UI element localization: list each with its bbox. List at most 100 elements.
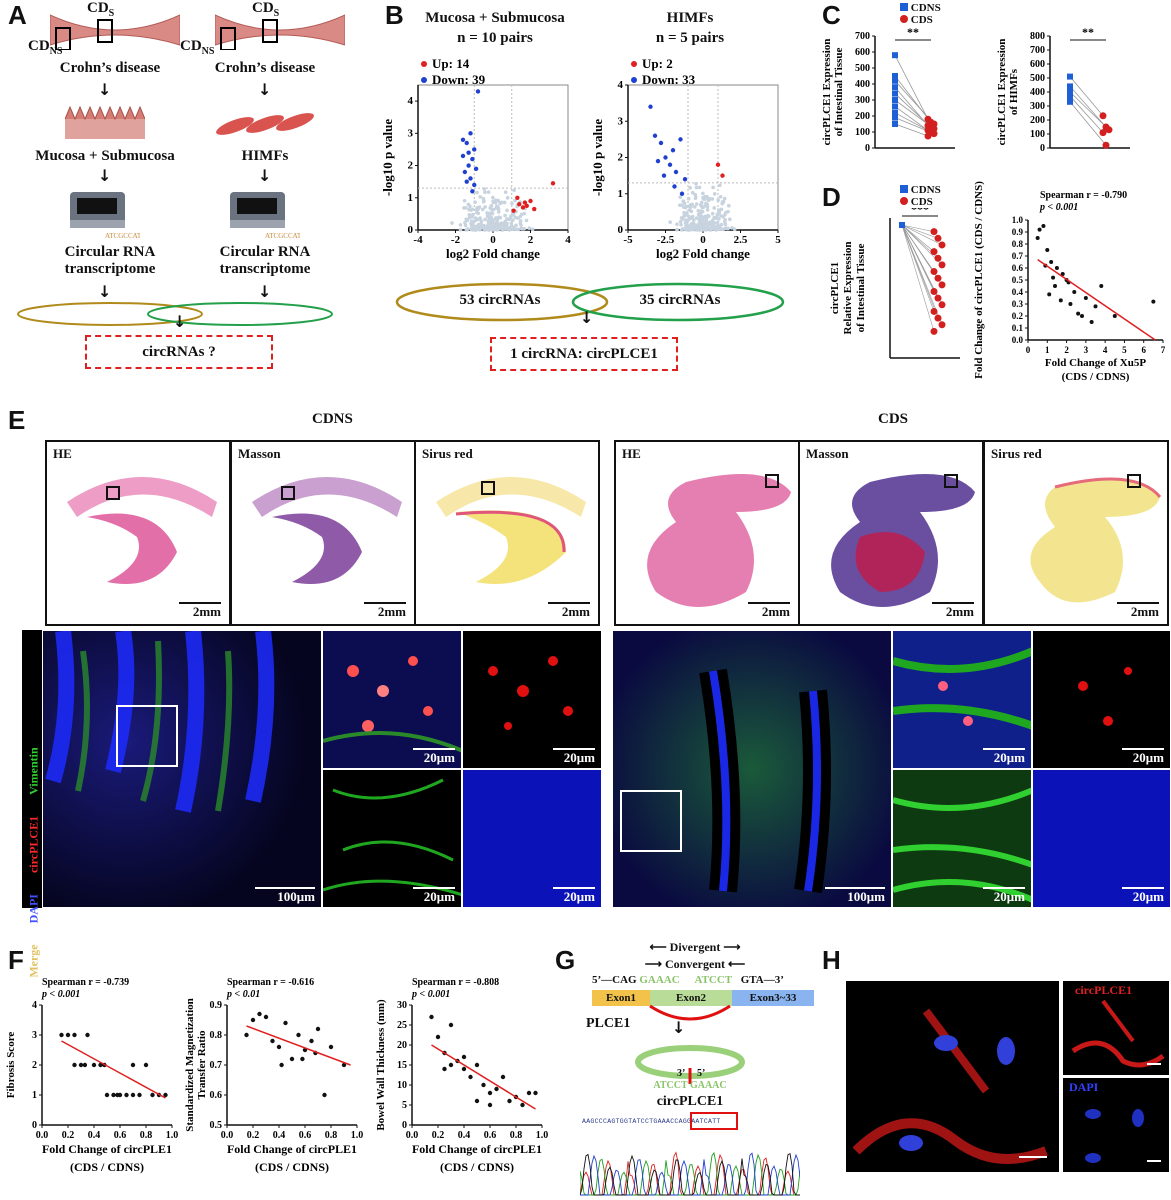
svg-text:ATCGCCAT: ATCGCCAT <box>265 232 300 240</box>
legend-square-icon <box>900 3 908 11</box>
data-point <box>82 1062 88 1068</box>
background-point <box>732 227 737 232</box>
arrow-down-icon: ↓ <box>258 282 272 301</box>
pair-line <box>894 75 932 123</box>
venn-left-label: 53 circRNAs <box>459 292 541 308</box>
y-tick-label: 1.0 <box>1012 215 1024 225</box>
venn-ellipses-a <box>17 302 333 326</box>
x-axis-label: log2 Fold change <box>446 246 540 261</box>
exon3-box: Exon3~33 <box>732 990 814 1006</box>
data-point-cds <box>1102 141 1110 149</box>
svg-text:ATCGCCAT: ATCGCCAT <box>105 232 140 240</box>
data-point-down <box>652 133 658 138</box>
stain-label: Sirus red <box>422 446 473 461</box>
data-point-down <box>658 140 664 146</box>
pair-line <box>894 123 929 137</box>
data-point-down <box>470 156 475 162</box>
background-point <box>688 205 692 209</box>
x-tick-label: 2 <box>528 234 534 246</box>
y-tick-label: 800 <box>1030 31 1045 42</box>
background-point <box>468 204 472 209</box>
stat-r: Spearman r = -0.790 <box>1040 190 1127 201</box>
data-point <box>163 1092 168 1098</box>
data-point <box>1041 224 1046 228</box>
y-tick-label: 0 <box>408 224 414 236</box>
fluo-zoom-blue-cdns: 20μm <box>462 769 602 908</box>
x-tick-label: 0.0 <box>221 1130 234 1141</box>
data-point-down <box>473 166 479 171</box>
background-point <box>527 226 532 230</box>
data-point-up <box>520 205 526 210</box>
scale-label: 20μm <box>423 750 455 765</box>
regression-line <box>431 1044 536 1110</box>
junction-highlight-box <box>690 1112 738 1130</box>
background-point <box>510 201 514 206</box>
data-point-up <box>715 162 721 167</box>
data-point <box>429 1014 434 1020</box>
cdns-sub-right: NS <box>201 46 215 57</box>
data-point <box>72 1032 77 1038</box>
x-tick-label: 0.4 <box>273 1130 286 1141</box>
data-point-down <box>682 177 688 182</box>
sequence-read: AAGCCCAGTGGTATCCTGAAACCAGGAATCATT <box>582 1118 721 1125</box>
background-point <box>510 218 515 222</box>
scale-bar <box>825 887 885 889</box>
data-point-up <box>511 208 516 213</box>
background-point <box>491 218 495 223</box>
data-point <box>1072 290 1077 294</box>
y-tick-label: 0.5 <box>1012 275 1024 285</box>
background-point <box>678 219 683 224</box>
background-point <box>688 186 692 190</box>
data-point <box>1083 296 1088 300</box>
scale-label: 20μm <box>1132 750 1164 765</box>
x-tick-label: 0 <box>490 234 496 246</box>
data-point-down <box>661 173 667 178</box>
data-point-cdns <box>1067 93 1073 100</box>
background-point <box>467 207 471 212</box>
x-tick-label: 0.6 <box>114 1130 127 1141</box>
background-point <box>690 227 695 232</box>
panel-h: circPLCE1 DAPI <box>840 980 1170 1175</box>
background-point <box>507 228 512 232</box>
background-point <box>505 196 510 200</box>
data-point-down <box>667 162 673 167</box>
data-point-down <box>464 179 469 184</box>
junction-5: 5’ <box>697 1068 706 1079</box>
pair-line <box>901 224 935 252</box>
background-point <box>483 190 487 195</box>
background-point <box>467 215 472 220</box>
background-point <box>682 205 686 209</box>
sig-label: ** <box>907 28 919 39</box>
background-point <box>694 185 699 190</box>
histo-masson-cdns: Masson 2mm <box>230 440 416 626</box>
background-point <box>675 222 679 227</box>
data-point-cds <box>934 314 942 322</box>
background-point <box>489 206 493 211</box>
stain-label: HE <box>622 446 641 461</box>
data-point-cds <box>934 254 942 262</box>
regression-line <box>1037 258 1156 341</box>
data-point <box>315 1026 321 1032</box>
y-tick-label: 3 <box>408 127 414 139</box>
data-point <box>98 1062 103 1068</box>
data-point <box>250 1017 256 1023</box>
exon2-box: Exon2 <box>650 990 732 1006</box>
background-point <box>491 195 495 200</box>
y-tick-label: 1 <box>32 1090 37 1101</box>
data-point <box>137 1092 142 1098</box>
background-point <box>505 208 509 213</box>
himf-cells-illustration <box>216 113 314 135</box>
data-point <box>1058 298 1063 303</box>
x-tick-label: 0.2 <box>62 1130 75 1141</box>
arrow-left-icon: ⟵ <box>728 957 746 971</box>
data-point-cds <box>930 327 938 335</box>
right-tissue: HIMFs <box>241 148 289 164</box>
data-point <box>72 1062 77 1068</box>
x-axis-label: (CDS / CDNS) <box>70 1160 144 1174</box>
background-point <box>463 220 467 225</box>
scale-bar <box>748 602 790 604</box>
y-tick-label: 0 <box>865 143 870 154</box>
background-point <box>496 210 501 214</box>
background-point <box>695 227 699 232</box>
pair-line <box>901 224 935 332</box>
